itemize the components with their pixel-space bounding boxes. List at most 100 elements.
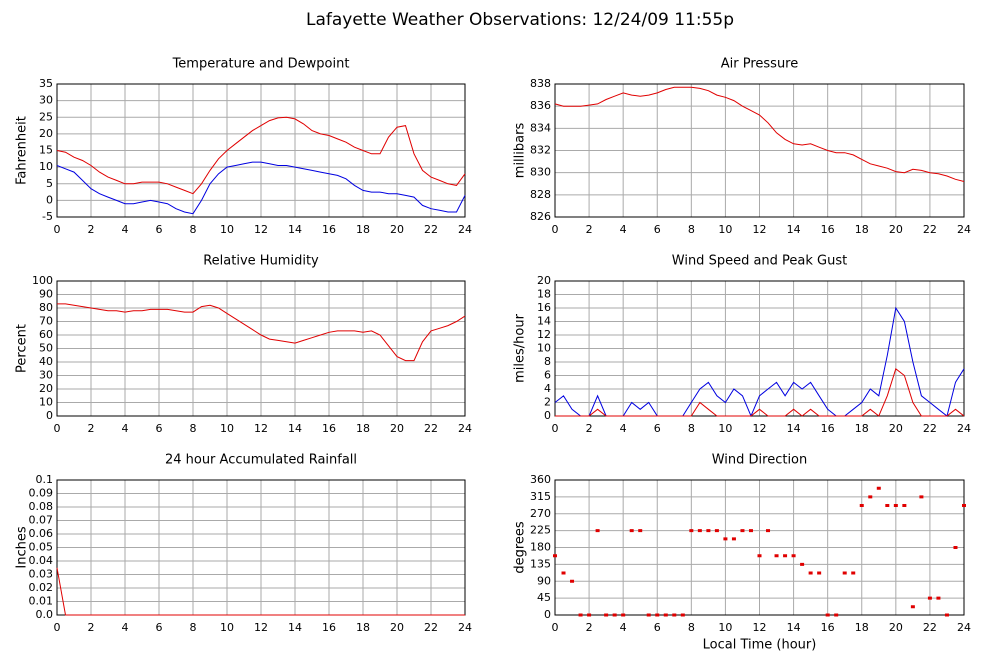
y-tick-label: 180 (530, 541, 551, 554)
y-tick-label: 838 (530, 77, 551, 90)
x-tick-label: 6 (654, 621, 661, 634)
y-tick-label: 0 (46, 193, 53, 206)
y-tick-label: 15 (39, 144, 53, 157)
x-tick-label: 22 (923, 223, 937, 236)
y-tick-label: 90 (39, 288, 53, 301)
data-point (553, 554, 557, 558)
data-point (646, 613, 651, 617)
y-tick-label: 90 (537, 574, 551, 587)
data-point (885, 504, 890, 507)
y-tick-label: 0 (544, 409, 551, 422)
y-tick-label: 2 (544, 396, 551, 409)
y-tick-label: 0 (46, 409, 53, 422)
x-tick-label: 12 (753, 223, 767, 236)
x-tick-label: 18 (356, 621, 370, 634)
data-point (842, 571, 847, 575)
data-point (851, 571, 856, 575)
data-point (953, 546, 958, 549)
x-tick-label: 4 (620, 621, 627, 634)
data-point (808, 571, 813, 575)
x-tick-label: 20 (390, 422, 404, 435)
x-tick-label: 6 (156, 422, 163, 435)
data-point (766, 529, 771, 533)
data-point (834, 613, 839, 617)
data-point (629, 529, 634, 533)
data-point (800, 562, 805, 566)
y-tick-label: 0.02 (29, 581, 54, 594)
data-point (714, 529, 719, 533)
y-axis-label: Fahrenheit (15, 116, 30, 185)
data-point (655, 613, 660, 617)
x-tick-label: 14 (288, 621, 302, 634)
y-tick-label: 225 (530, 524, 551, 537)
x-tick-label: 6 (156, 621, 163, 634)
y-tick-label: 834 (530, 121, 551, 134)
data-point (587, 613, 592, 617)
y-tick-label: 10 (537, 342, 551, 355)
x-tick-label: 10 (718, 621, 732, 634)
y-axis-label: miles/hour (513, 313, 528, 382)
y-tick-label: 270 (530, 507, 551, 520)
x-tick-label: 18 (855, 223, 869, 236)
x-tick-label: 20 (390, 621, 404, 634)
x-tick-label: 16 (322, 621, 336, 634)
y-tick-label: 20 (39, 382, 53, 395)
x-tick-label: 10 (718, 223, 732, 236)
data-point (663, 613, 668, 617)
x-tick-label: 2 (88, 621, 95, 634)
x-tick-label: 22 (424, 621, 438, 634)
data-point (689, 529, 694, 533)
x-tick-label: 18 (356, 223, 370, 236)
data-line (56, 161, 466, 215)
x-tick-label: 8 (688, 621, 695, 634)
x-tick-label: 2 (586, 422, 593, 435)
data-point (578, 613, 583, 617)
y-tick-label: 135 (530, 557, 551, 570)
x-tick-label: 16 (821, 223, 835, 236)
x-tick-label: 12 (254, 223, 268, 236)
x-tick-label: 10 (220, 223, 234, 236)
x-tick-label: 12 (753, 621, 767, 634)
data-line (57, 303, 466, 362)
x-tick-label: 24 (458, 422, 472, 435)
x-tick-label: 8 (190, 422, 197, 435)
y-tick-label: 18 (537, 288, 551, 301)
y-tick-label: 830 (530, 166, 551, 179)
y-tick-label: 0.03 (29, 568, 54, 581)
y-tick-label: 16 (537, 301, 551, 314)
y-tick-label: 0.09 (29, 487, 54, 500)
data-line (555, 367, 965, 417)
x-tick-label: 18 (855, 621, 869, 634)
x-tick-label: 6 (654, 422, 661, 435)
y-axis-label: Percent (15, 324, 30, 373)
x-tick-label: 4 (620, 422, 627, 435)
chart-title: Wind Speed and Peak Gust (672, 254, 847, 269)
data-point (774, 554, 779, 558)
x-tick-label: 18 (855, 422, 869, 435)
data-point (621, 613, 626, 617)
y-tick-label: 8 (544, 355, 551, 368)
x-tick-label: 0 (552, 621, 559, 634)
x-tick-label: 2 (88, 223, 95, 236)
data-point (723, 537, 728, 541)
y-tick-label: 10 (39, 160, 53, 173)
y-tick-label: 0.1 (36, 473, 54, 486)
x-tick-label: 22 (424, 422, 438, 435)
x-tick-label: 22 (923, 621, 937, 634)
y-tick-label: 100 (32, 274, 53, 287)
data-point (748, 529, 753, 533)
y-tick-label: 0.04 (29, 554, 54, 567)
x-tick-label: 10 (718, 422, 732, 435)
data-point (919, 495, 924, 499)
data-point (817, 571, 822, 575)
data-point (757, 554, 762, 558)
x-tick-label: 20 (889, 621, 903, 634)
data-point (791, 554, 796, 558)
data-point (638, 529, 643, 533)
y-tick-label: 0.07 (29, 514, 54, 527)
y-tick-label: 20 (39, 127, 53, 140)
y-tick-label: 25 (39, 110, 53, 123)
data-point (859, 504, 864, 507)
x-tick-label: 2 (586, 621, 593, 634)
data-point (570, 579, 575, 583)
